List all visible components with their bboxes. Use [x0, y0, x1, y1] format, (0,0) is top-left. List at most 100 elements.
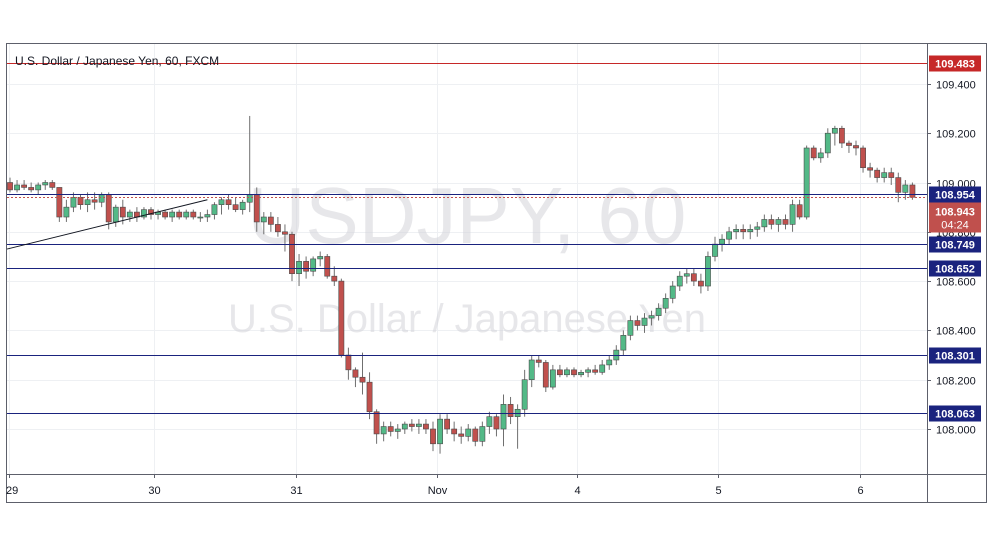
candle[interactable]: [472, 426, 479, 447]
candle[interactable]: [853, 140, 859, 156]
candle[interactable]: [282, 224, 288, 252]
candle[interactable]: [359, 352, 366, 395]
candle[interactable]: [211, 202, 218, 220]
candle[interactable]: [458, 426, 465, 444]
candle[interactable]: [648, 310, 655, 326]
candle[interactable]: [881, 167, 888, 183]
candle[interactable]: [296, 253, 302, 287]
candle[interactable]: [705, 251, 711, 291]
candle[interactable]: [190, 209, 197, 220]
candle[interactable]: [338, 278, 345, 358]
candle[interactable]: [303, 256, 309, 279]
candle[interactable]: [683, 268, 690, 284]
candle[interactable]: [408, 419, 415, 432]
candle[interactable]: [56, 187, 63, 222]
candle[interactable]: [21, 180, 27, 190]
candle[interactable]: [888, 167, 895, 185]
candle[interactable]: [500, 394, 507, 447]
candle[interactable]: [902, 180, 909, 200]
candle[interactable]: [733, 224, 740, 240]
candle[interactable]: [373, 409, 380, 444]
candle[interactable]: [394, 424, 401, 439]
candle[interactable]: [366, 372, 373, 420]
candle[interactable]: [14, 180, 20, 193]
candle[interactable]: [662, 293, 669, 314]
candle[interactable]: [380, 421, 387, 442]
candle[interactable]: [740, 224, 747, 240]
candle[interactable]: [782, 214, 789, 230]
candle[interactable]: [84, 192, 91, 213]
candle[interactable]: [486, 411, 493, 434]
candle[interactable]: [63, 199, 70, 222]
candle[interactable]: [49, 180, 56, 190]
candle[interactable]: [451, 421, 458, 442]
candle[interactable]: [535, 355, 542, 368]
candle[interactable]: [867, 162, 873, 178]
candle[interactable]: [627, 315, 634, 341]
candle[interactable]: [634, 315, 641, 331]
candle[interactable]: [514, 404, 521, 449]
candle[interactable]: [655, 303, 662, 321]
candle[interactable]: [444, 414, 450, 434]
candle[interactable]: [669, 281, 676, 304]
candle[interactable]: [521, 369, 528, 417]
candle[interactable]: [126, 209, 133, 222]
candle[interactable]: [507, 396, 514, 425]
candle[interactable]: [70, 192, 77, 213]
candle[interactable]: [810, 145, 817, 161]
candle[interactable]: [838, 125, 845, 148]
candle[interactable]: [352, 367, 359, 388]
candle[interactable]: [7, 177, 13, 193]
candle[interactable]: [747, 224, 754, 240]
candle[interactable]: [564, 367, 570, 378]
candle[interactable]: [415, 419, 422, 434]
candle[interactable]: [620, 330, 627, 356]
candle[interactable]: [35, 182, 42, 195]
candle[interactable]: [824, 128, 831, 158]
candle[interactable]: [874, 167, 881, 183]
candle[interactable]: [437, 414, 443, 454]
candle[interactable]: [260, 212, 267, 235]
candle[interactable]: [331, 266, 338, 287]
candle[interactable]: [267, 212, 274, 232]
candle[interactable]: [606, 355, 613, 370]
candle[interactable]: [204, 209, 211, 222]
candle[interactable]: [754, 221, 761, 237]
candle[interactable]: [218, 197, 225, 215]
candle[interactable]: [197, 212, 204, 222]
trendline[interactable]: [6, 199, 208, 250]
candle[interactable]: [387, 421, 394, 437]
candle[interactable]: [592, 364, 599, 375]
candle[interactable]: [556, 364, 563, 378]
candle[interactable]: [162, 209, 168, 220]
candle[interactable]: [28, 182, 35, 193]
candle[interactable]: [528, 355, 535, 388]
candle[interactable]: [183, 209, 190, 220]
candle[interactable]: [549, 364, 556, 390]
candle[interactable]: [860, 145, 866, 173]
candle[interactable]: [479, 421, 486, 447]
candle[interactable]: [571, 367, 577, 378]
candle[interactable]: [542, 359, 549, 393]
candle[interactable]: [641, 313, 648, 333]
candle[interactable]: [768, 214, 775, 230]
candle[interactable]: [42, 180, 49, 190]
candle[interactable]: [317, 251, 324, 267]
candle[interactable]: [676, 271, 683, 291]
candle[interactable]: [578, 369, 584, 378]
candle[interactable]: [761, 214, 768, 232]
candle[interactable]: [831, 125, 838, 146]
candle[interactable]: [310, 256, 317, 277]
candle[interactable]: [239, 199, 246, 215]
candle[interactable]: [176, 209, 183, 220]
candle[interactable]: [401, 421, 408, 434]
candle[interactable]: [274, 217, 281, 237]
candle[interactable]: [690, 268, 697, 287]
candle[interactable]: [430, 421, 436, 452]
candle[interactable]: [803, 145, 810, 220]
candle[interactable]: [423, 419, 429, 434]
candle[interactable]: [585, 367, 591, 378]
candle[interactable]: [289, 231, 295, 282]
candle[interactable]: [726, 226, 732, 245]
candle[interactable]: [796, 199, 803, 220]
